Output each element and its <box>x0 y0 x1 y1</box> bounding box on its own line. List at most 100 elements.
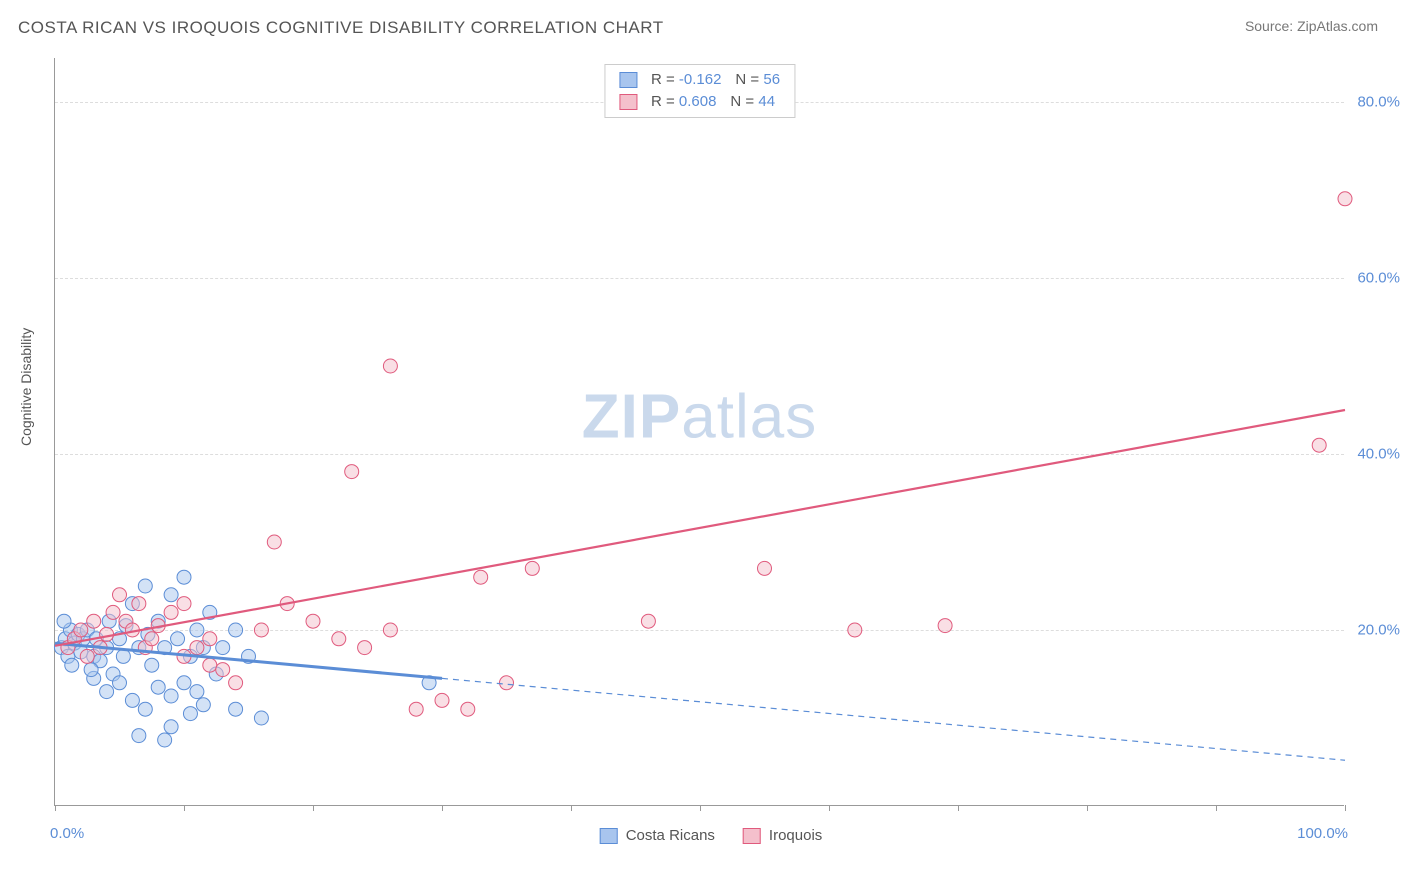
scatter-point <box>164 605 178 619</box>
x-tick <box>700 805 701 811</box>
x-tick <box>571 805 572 811</box>
scatter-point <box>164 588 178 602</box>
y-tick-label: 80.0% <box>1357 94 1400 111</box>
scatter-point <box>138 579 152 593</box>
scatter-point <box>84 663 98 677</box>
scatter-point <box>435 693 449 707</box>
scatter-point <box>65 658 79 672</box>
scatter-point <box>409 702 423 716</box>
scatter-point <box>132 729 146 743</box>
y-tick-label: 60.0% <box>1357 270 1400 287</box>
scatter-point <box>1338 192 1352 206</box>
scatter-point <box>116 649 130 663</box>
scatter-point <box>164 689 178 703</box>
chart-header: COSTA RICAN VS IROQUOIS COGNITIVE DISABI… <box>0 0 1406 48</box>
legend-row: R = 0.608 N = 44 <box>619 91 780 113</box>
scatter-point <box>461 702 475 716</box>
scatter-point <box>145 658 159 672</box>
scatter-point <box>216 641 230 655</box>
swatch-icon <box>619 94 637 110</box>
scatter-point <box>183 707 197 721</box>
scatter-point <box>196 698 210 712</box>
n-label: N = 56 <box>735 69 780 91</box>
scatter-point <box>332 632 346 646</box>
regression-line <box>55 410 1345 646</box>
legend-correlation-box: R = -0.162 N = 56 R = 0.608 N = 44 <box>604 64 795 118</box>
scatter-point <box>106 605 120 619</box>
x-tick <box>1216 805 1217 811</box>
swatch-icon <box>743 828 761 844</box>
scatter-point <box>358 641 372 655</box>
scatter-point <box>164 720 178 734</box>
x-tick <box>442 805 443 811</box>
scatter-point <box>113 676 127 690</box>
x-tick <box>55 805 56 811</box>
scatter-point <box>229 623 243 637</box>
scatter-point <box>229 676 243 690</box>
x-axis-max-label: 100.0% <box>1297 825 1348 842</box>
x-tick <box>958 805 959 811</box>
legend-item-label: Costa Ricans <box>626 827 715 844</box>
legend-row: R = -0.162 N = 56 <box>619 69 780 91</box>
scatter-point <box>1312 438 1326 452</box>
r-label: R = 0.608 <box>651 91 716 113</box>
scatter-point <box>87 614 101 628</box>
scatter-point <box>203 658 217 672</box>
scatter-point <box>57 614 71 628</box>
scatter-point <box>474 570 488 584</box>
scatter-point <box>254 711 268 725</box>
regression-line-dashed <box>442 678 1345 760</box>
scatter-point <box>190 641 204 655</box>
x-tick <box>184 805 185 811</box>
scatter-point <box>190 623 204 637</box>
scatter-plot-svg <box>55 58 1344 805</box>
r-value: -0.162 <box>679 71 722 88</box>
scatter-point <box>138 702 152 716</box>
scatter-point <box>525 561 539 575</box>
x-tick <box>1345 805 1346 811</box>
x-tick <box>313 805 314 811</box>
legend-item: Costa Ricans <box>600 827 715 844</box>
scatter-point <box>383 623 397 637</box>
scatter-point <box>80 649 94 663</box>
scatter-point <box>113 588 127 602</box>
swatch-icon <box>600 828 618 844</box>
legend-series: Costa Ricans Iroquois <box>600 827 823 844</box>
scatter-point <box>171 632 185 646</box>
chart-title: COSTA RICAN VS IROQUOIS COGNITIVE DISABI… <box>18 18 664 38</box>
y-axis-label: Cognitive Disability <box>18 328 34 446</box>
scatter-point <box>216 663 230 677</box>
x-axis-min-label: 0.0% <box>50 825 84 842</box>
scatter-point <box>254 623 268 637</box>
scatter-point <box>100 685 114 699</box>
n-value: 44 <box>758 93 775 110</box>
legend-item-label: Iroquois <box>769 827 822 844</box>
scatter-point <box>177 597 191 611</box>
n-value: 56 <box>763 71 780 88</box>
scatter-point <box>306 614 320 628</box>
swatch-icon <box>619 72 637 88</box>
legend-item: Iroquois <box>743 827 822 844</box>
scatter-point <box>758 561 772 575</box>
x-tick <box>829 805 830 811</box>
chart-source: Source: ZipAtlas.com <box>1245 18 1378 34</box>
scatter-point <box>151 680 165 694</box>
scatter-point <box>500 676 514 690</box>
scatter-point <box>177 570 191 584</box>
scatter-point <box>229 702 243 716</box>
scatter-point <box>383 359 397 373</box>
chart-container: Cognitive Disability ZIPatlas R = -0.162… <box>36 58 1386 848</box>
y-tick-label: 40.0% <box>1357 446 1400 463</box>
x-tick <box>1087 805 1088 811</box>
y-tick-label: 20.0% <box>1357 622 1400 639</box>
scatter-point <box>145 632 159 646</box>
scatter-point <box>203 632 217 646</box>
scatter-point <box>190 685 204 699</box>
scatter-point <box>848 623 862 637</box>
scatter-point <box>267 535 281 549</box>
n-label: N = 44 <box>730 91 775 113</box>
plot-area: ZIPatlas R = -0.162 N = 56 R = 0.608 N =… <box>54 58 1344 806</box>
scatter-point <box>938 619 952 633</box>
scatter-point <box>125 693 139 707</box>
r-value: 0.608 <box>679 93 717 110</box>
